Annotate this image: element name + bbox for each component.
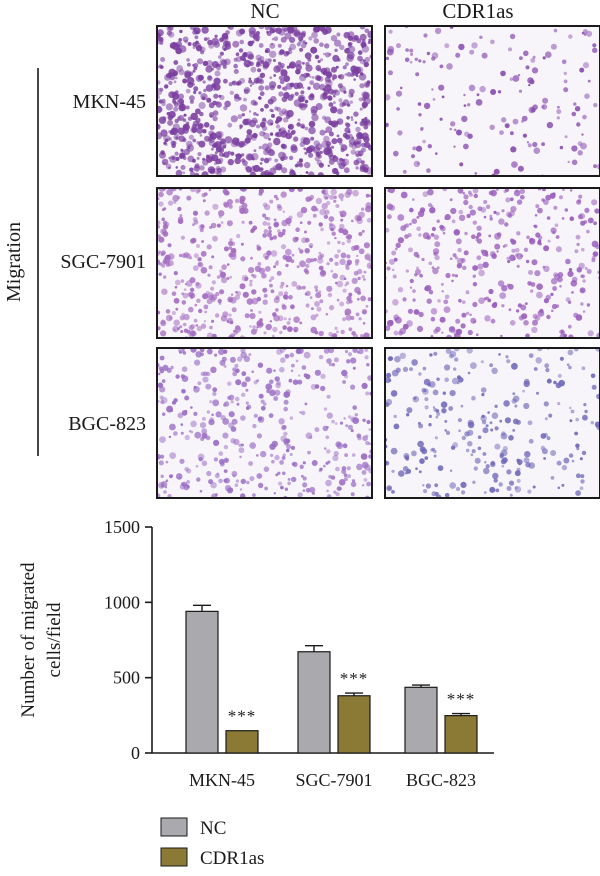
bar-cdr1as-sgc-7901 xyxy=(337,695,371,754)
bar-cdr1as-mkn-45 xyxy=(225,730,259,754)
sgc7901-cdr1as-micrograph xyxy=(384,187,600,339)
legend-label-nc: NC xyxy=(200,818,226,839)
chart-marks: 0 500 1000 1500 *** MKN-45 *** SGC-7901 *** BGC-8… xyxy=(104,517,494,790)
row-label-mkn45: MKN-45 xyxy=(73,91,146,113)
significance-label: *** xyxy=(340,669,369,688)
y-tick-label: 0 xyxy=(131,743,140,763)
mkn45-cdr1as-micrograph xyxy=(384,25,600,177)
column-header-nc: NC xyxy=(250,0,279,23)
y-axis-title-line2: cells/field xyxy=(44,602,65,677)
migration-side-label: Migration xyxy=(3,222,25,302)
x-tick-label-bgc-823: BGC-823 xyxy=(406,770,476,790)
bgc823-cdr1as-micrograph xyxy=(384,347,600,499)
bgc823-nc-micrograph xyxy=(156,347,373,499)
row-label-sgc7901: SGC-7901 xyxy=(60,251,146,273)
micrograph-grid xyxy=(156,25,600,499)
bar-nc-sgc-7901 xyxy=(297,651,331,754)
x-tick-label-mkn-45: MKN-45 xyxy=(189,770,255,790)
legend: NC CDR1as xyxy=(160,817,264,869)
x-tick-label-sgc-7901: SGC-7901 xyxy=(295,770,372,790)
y-tick-label: 1000 xyxy=(104,592,140,612)
bar-cdr1as-bgc-823 xyxy=(444,715,478,754)
y-tick-label: 500 xyxy=(113,668,140,688)
bar-nc-mkn-45 xyxy=(185,610,219,754)
row-label-bgc823: BGC-823 xyxy=(68,413,146,435)
mkn45-nc-micrograph xyxy=(156,25,373,177)
bar-chart: Number of migrated cells/field 0 500 1000 1… xyxy=(18,517,494,790)
legend-swatch-nc xyxy=(160,817,188,837)
significance-label: *** xyxy=(228,707,257,726)
sgc7901-nc-micrograph xyxy=(156,187,373,339)
legend-swatch-cdr1as xyxy=(160,847,188,867)
bar-nc-bgc-823 xyxy=(404,686,438,754)
significance-label: *** xyxy=(447,690,476,709)
column-header-cdr1as: CDR1as xyxy=(442,0,513,23)
y-tick-label: 1500 xyxy=(104,517,140,537)
legend-label-cdr1as: CDR1as xyxy=(200,848,264,869)
y-axis-title-line1: Number of migrated xyxy=(18,562,39,718)
